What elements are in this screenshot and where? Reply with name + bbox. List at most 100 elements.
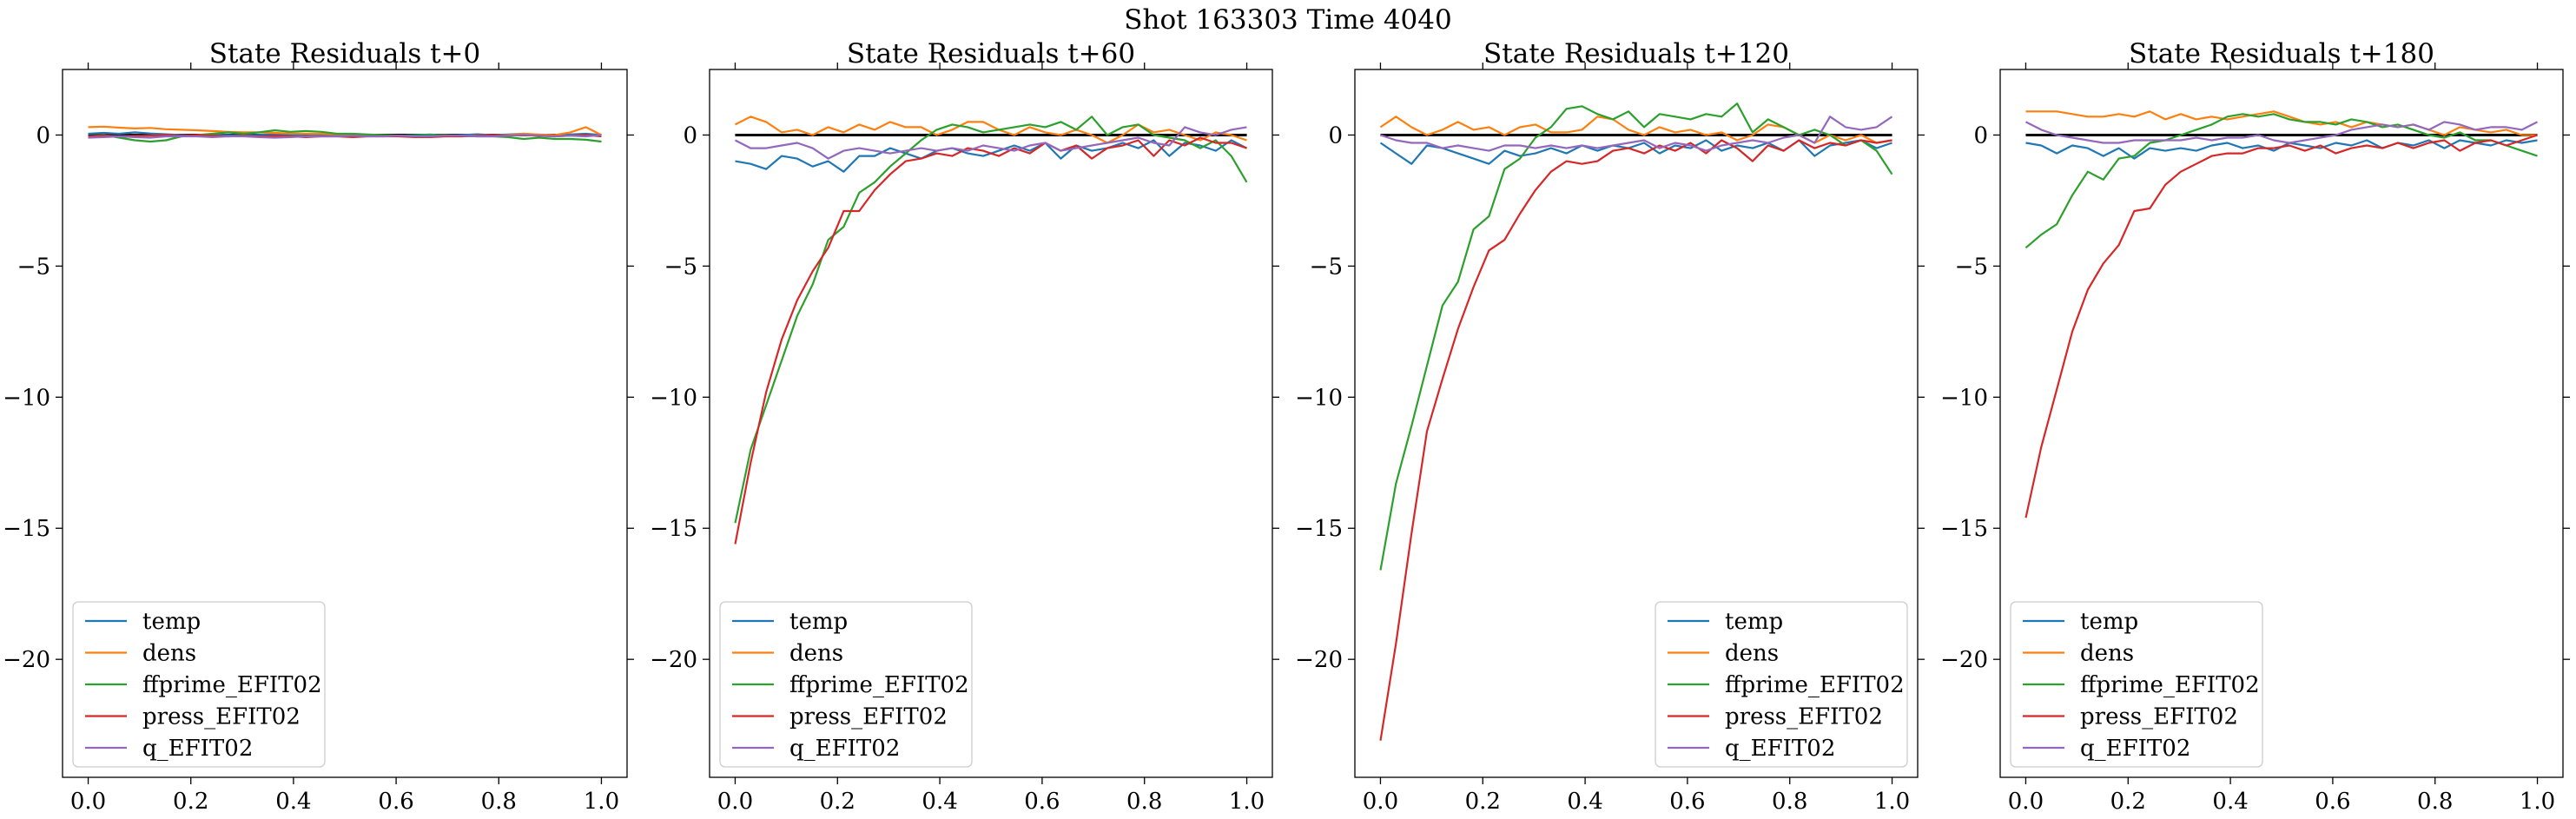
series-line-q-efit02	[2025, 121, 2538, 144]
x-tick-label: 1.0	[2520, 789, 2555, 815]
legend-label: q_EFIT02	[2080, 736, 2190, 762]
y-tick-label: −20	[3, 647, 50, 673]
series-line-temp	[1379, 139, 1892, 165]
y-tick-label: −15	[1940, 516, 1988, 542]
axes-frame	[62, 69, 628, 778]
legend: temp dens ffprime_EFIT02 press_EFIT02 q_EFIT…	[719, 601, 973, 768]
x-tick-label: 1.0	[1874, 789, 1910, 815]
y-tick-label: −20	[1940, 647, 1988, 673]
x-tick-label: 0.2	[2110, 789, 2146, 815]
legend: temp dens ffprime_EFIT02 press_EFIT02 q_EFIT…	[72, 601, 326, 768]
series-line-press-efit02	[2024, 134, 2538, 518]
legend-label: dens	[789, 641, 843, 667]
legend-label: ffprime_EFIT02	[789, 672, 969, 698]
y-tick-label: 0	[1328, 122, 1343, 149]
subplot-title: State Residuals t+0	[209, 38, 480, 69]
axes-frame	[1354, 69, 1919, 778]
y-tick-label: −10	[1295, 385, 1343, 411]
x-tick-label: 0.6	[378, 789, 413, 815]
axes-frame	[709, 69, 1273, 778]
series-line-press-efit02	[1379, 139, 1892, 741]
series-line-ffprime-efit02	[2024, 113, 2538, 249]
legend-label: q_EFIT02	[142, 736, 253, 762]
y-tick-label: −15	[1295, 516, 1343, 542]
y-tick-label: 0	[1973, 122, 1988, 149]
legend-frame	[719, 601, 973, 768]
y-tick-label: 0	[36, 122, 50, 149]
legend-label: press_EFIT02	[789, 704, 948, 730]
subplot-3: State Residuals t+120 0.0 0.2 0.4 0.6 0.8 1.0 0…	[1295, 38, 1925, 815]
series-line-dens	[2025, 110, 2538, 136]
y-tick-label: −15	[650, 516, 697, 542]
y-tick-label: 0	[683, 122, 697, 149]
x-tick-label: 0.6	[2315, 789, 2350, 815]
series-line-ffprime-efit02	[88, 129, 602, 143]
axes-frame	[1999, 69, 2564, 778]
x-tick-label: 0.8	[481, 789, 517, 815]
series-line-q-efit02	[1380, 116, 1893, 152]
x-tick-label: 0.2	[1465, 789, 1501, 815]
legend-label: q_EFIT02	[1725, 736, 1835, 762]
legend-label: temp	[2080, 609, 2138, 635]
subplot-title: State Residuals t+120	[1483, 38, 1789, 69]
legend: temp dens ffprime_EFIT02 press_EFIT02 q_EFIT…	[2010, 601, 2263, 768]
subplot-title: State Residuals t+60	[847, 38, 1135, 69]
x-tick-label: 0.4	[275, 789, 311, 815]
subplot-title: State Residuals t+180	[2129, 38, 2434, 69]
x-tick-label: 0.8	[1772, 789, 1807, 815]
series-line-q-efit02	[734, 126, 1247, 160]
y-tick-label: −20	[1295, 647, 1343, 673]
x-tick-label: 0.8	[1126, 789, 1162, 815]
subplots: State Residuals t+0 0.0 0.2 0.4 0.6 0.8 1.0 0 −5…	[3, 38, 2570, 815]
x-tick-label: 1.0	[1229, 789, 1265, 815]
legend-label: press_EFIT02	[2080, 704, 2238, 730]
x-tick-label: 0.8	[2417, 789, 2453, 815]
series-line-press-efit02	[734, 136, 1247, 545]
subplot-2: State Residuals t+60 0.0 0.2 0.4 0.6 0.8 1.0 0 −…	[650, 38, 1279, 815]
legend-label: temp	[142, 609, 201, 635]
y-tick-label: −10	[650, 385, 697, 411]
series-line-ffprime-efit02	[1379, 102, 1893, 571]
y-tick-label: −15	[3, 516, 50, 542]
x-tick-label: 0.0	[2008, 789, 2044, 815]
x-tick-label: 1.0	[584, 789, 619, 815]
legend-frame	[72, 601, 326, 768]
legend-label: temp	[1725, 609, 1783, 635]
x-tick-label: 0.0	[70, 789, 106, 815]
y-tick-label: −5	[664, 254, 697, 280]
legend-frame	[1655, 601, 1908, 768]
x-tick-label: 0.2	[820, 789, 855, 815]
x-tick-label: 0.6	[1024, 789, 1060, 815]
legend-frame	[2010, 601, 2263, 768]
series-line-ffprime-efit02	[734, 116, 1248, 524]
x-tick-label: 0.4	[921, 789, 957, 815]
legend-label: press_EFIT02	[142, 704, 301, 730]
subplot-1: State Residuals t+0 0.0 0.2 0.4 0.6 0.8 1.0 0 −5…	[3, 38, 634, 815]
legend-label: ffprime_EFIT02	[2080, 672, 2260, 698]
series-line-q-efit02	[88, 134, 602, 139]
y-tick-label: −20	[650, 647, 697, 673]
x-tick-label: 0.6	[1669, 789, 1705, 815]
subplot-4: State Residuals t+180 0.0 0.2 0.4 0.6 0.8 1.0 0…	[1940, 38, 2570, 815]
legend: temp dens ffprime_EFIT02 press_EFIT02 q_EFIT…	[1655, 601, 1908, 768]
y-tick-label: −10	[3, 385, 50, 411]
legend-label: dens	[142, 641, 196, 667]
x-tick-label: 0.4	[2212, 789, 2248, 815]
y-tick-label: −5	[17, 254, 50, 280]
legend-label: dens	[1725, 641, 1779, 667]
x-tick-label: 0.0	[1363, 789, 1398, 815]
legend-label: ffprime_EFIT02	[142, 672, 322, 698]
y-tick-label: −10	[1940, 385, 1988, 411]
figure-suptitle: Shot 163303 Time 4040	[1124, 4, 1451, 36]
x-tick-label: 0.4	[1567, 789, 1602, 815]
legend-label: temp	[789, 609, 848, 635]
legend-label: q_EFIT02	[789, 736, 900, 762]
x-tick-label: 0.2	[173, 789, 208, 815]
legend-label: press_EFIT02	[1725, 704, 1883, 730]
series-line-dens	[734, 116, 1247, 144]
y-tick-label: −5	[1955, 254, 1988, 280]
legend-label: ffprime_EFIT02	[1725, 672, 1905, 698]
x-tick-label: 0.0	[717, 789, 753, 815]
y-tick-label: −5	[1310, 254, 1343, 280]
